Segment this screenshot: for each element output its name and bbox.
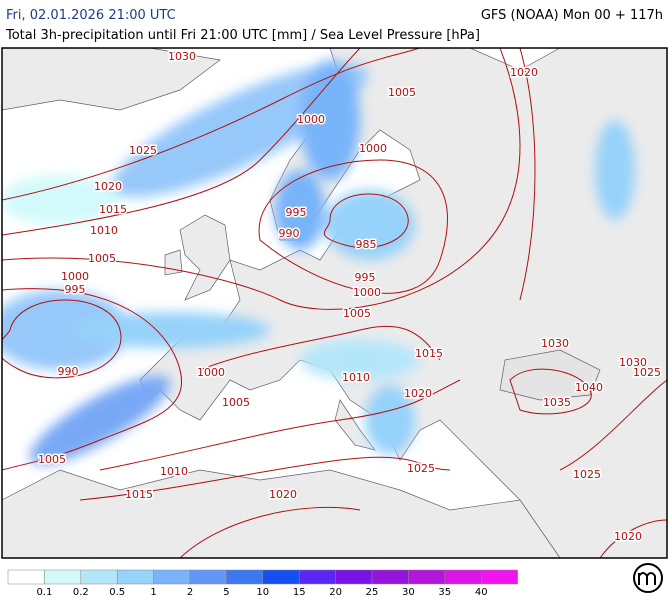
legend-label: 30: [402, 587, 415, 598]
legend-label: 0.1: [36, 587, 52, 598]
isobar-label: 1005: [222, 396, 250, 409]
isobar-label: 990: [58, 365, 79, 378]
isobar-label: 1005: [343, 307, 371, 320]
legend-label: 15: [293, 587, 306, 598]
legend-swatch: [371, 569, 409, 585]
isobar-label: 1010: [342, 371, 370, 384]
isobar-label: 1015: [415, 347, 443, 360]
isobar-label: 1025: [573, 468, 601, 481]
legend-swatch: [408, 569, 446, 585]
isobar-label: 1025: [407, 462, 435, 475]
legend-label: 20: [329, 587, 342, 598]
isobar-label: 1005: [88, 252, 116, 265]
isobar-label: 1020: [614, 530, 642, 543]
legend-swatch: [44, 569, 82, 585]
legend-swatch: [116, 569, 154, 585]
legend-label: 40: [475, 587, 488, 598]
precipitation: [2, 60, 635, 465]
subtitle: Total 3h-precipitation until Fri 21:00 U…: [5, 28, 480, 43]
legend-label: 5: [223, 587, 229, 598]
legend-swatch: [189, 569, 227, 585]
header-right: GFS (NOAA) Mon 00 + 117h: [481, 8, 663, 23]
legend-label: 0.2: [73, 587, 89, 598]
legend-swatch: [80, 569, 118, 585]
legend-swatch: [262, 569, 300, 585]
isobar-label: 1000: [197, 366, 225, 379]
header-left: Fri, 02.01.2026 21:00 UTC: [6, 8, 176, 23]
isobar-label: 995: [355, 271, 376, 284]
isobar-label: 1015: [125, 488, 153, 501]
isobar-label: 990: [279, 227, 300, 240]
isobar-label: 1020: [404, 387, 432, 400]
isobar-label: 1030: [541, 337, 569, 350]
isobar-label: 1030: [619, 356, 647, 369]
isobar-label: 1000: [353, 286, 381, 299]
legend: 0.1 0.2 0.5 1 2 5 10 15 20 25 30 35 40: [7, 569, 518, 598]
legend-label: 10: [256, 587, 269, 598]
isobar-label: 995: [65, 283, 86, 296]
isobar-label: 1040: [575, 381, 603, 394]
legend-label: 2: [187, 587, 193, 598]
legend-swatch: [335, 569, 373, 585]
isobar-label: 1010: [90, 224, 118, 237]
isobar-label: 1000: [61, 270, 89, 283]
legend-swatch: [226, 569, 264, 585]
isobar-label: 1010: [160, 465, 188, 478]
isobar-label: 995: [286, 206, 307, 219]
legend-label: 1: [150, 587, 156, 598]
legend-swatch: [153, 569, 191, 585]
isobar-label: 1000: [297, 113, 325, 126]
isobars: [2, 48, 667, 558]
legend-label: 35: [438, 587, 451, 598]
isobar-label: 1025: [633, 366, 661, 379]
isobar-label: 1005: [388, 86, 416, 99]
isobar-label: 985: [356, 238, 377, 251]
map-frame: [1, 47, 668, 559]
legend-label: 0.5: [109, 587, 125, 598]
isobar-label: 1035: [543, 396, 571, 409]
legend-swatch: [298, 569, 336, 585]
isobar-label: 1020: [269, 488, 297, 501]
map: [2, 48, 667, 558]
logo: [633, 563, 663, 593]
isobar-label: 1005: [38, 453, 66, 466]
isobar-label: 1025: [129, 144, 157, 157]
legend-label: 25: [366, 587, 379, 598]
legend-swatch: [7, 569, 45, 585]
isobar-label: 1020: [94, 180, 122, 193]
isobar-label: 1000: [359, 142, 387, 155]
isobar-label: 1020: [510, 66, 538, 79]
isobar-label: 1015: [99, 203, 127, 216]
isobar-label: 1030: [168, 50, 196, 63]
legend-swatch: [480, 569, 518, 585]
legend-swatch: [444, 569, 482, 585]
